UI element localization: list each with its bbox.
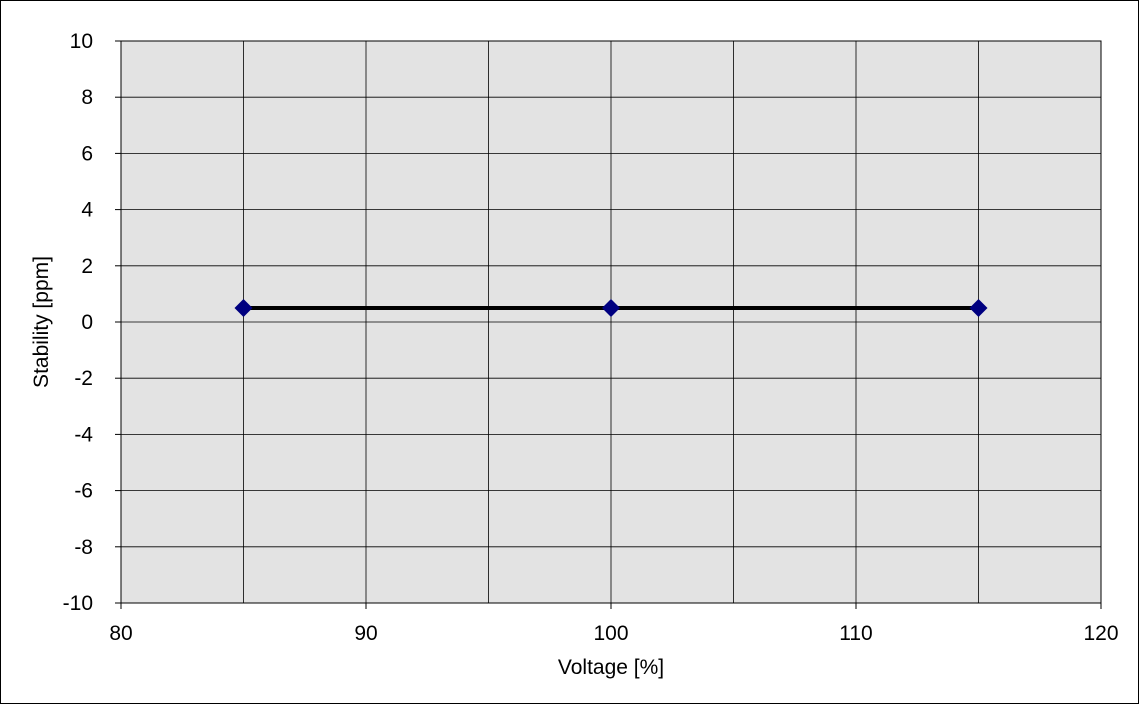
y-tick-label: -10: [63, 592, 93, 615]
y-tick-label: 2: [81, 255, 93, 278]
y-axis-label: Stability [ppm]: [30, 256, 53, 388]
y-tick-label: -8: [74, 536, 93, 559]
x-tick-label: 120: [1083, 622, 1118, 645]
y-tick-label: 6: [81, 142, 93, 165]
y-tick-labels: 10 8 6 4 2 0 -2 -4 -6 -8 -10: [63, 30, 121, 615]
x-tick-label: 90: [354, 622, 377, 645]
x-tick-label: 80: [109, 622, 132, 645]
y-tick-label: -2: [74, 367, 93, 390]
y-tick-label: 10: [70, 30, 93, 53]
y-tick-label: 0: [81, 311, 93, 334]
x-tick-label: 100: [593, 622, 628, 645]
series-layer: [234, 298, 988, 317]
data-point-marker: [602, 298, 620, 317]
data-point-marker: [234, 298, 253, 317]
x-axis-label: Voltage [%]: [558, 656, 664, 679]
y-tick-label: 8: [81, 86, 93, 109]
x-tick-labels: 80 90 100 110 120: [109, 603, 1119, 645]
y-tick-label: -6: [74, 480, 93, 503]
y-tick-label: -4: [74, 423, 93, 446]
y-tick-label: 4: [81, 199, 93, 222]
x-tick-label: 110: [839, 622, 872, 645]
grid-lines: [121, 41, 1101, 603]
data-point-marker: [969, 298, 988, 317]
